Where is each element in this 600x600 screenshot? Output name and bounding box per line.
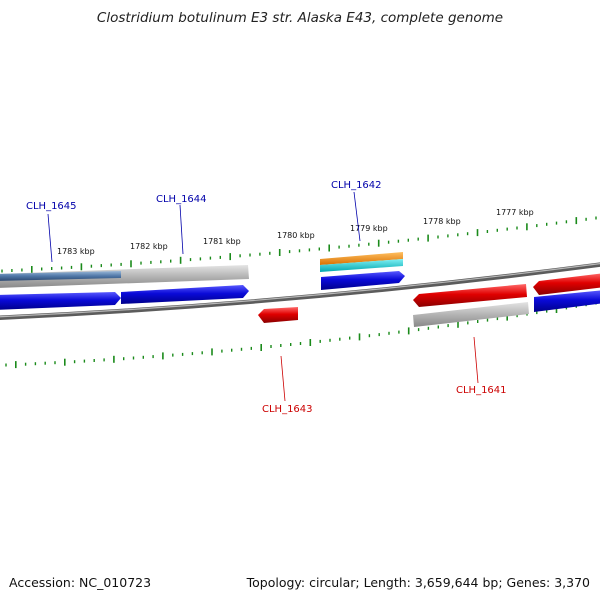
tick-label-1783: 1783 kbp (57, 247, 95, 256)
steel-feature-left (0, 271, 121, 281)
gene-label-clh1642[interactable]: CLH_1642 (331, 180, 382, 191)
gene-label-clh1644[interactable]: CLH_1644 (156, 194, 207, 205)
gene-arrow-forward-right (534, 290, 600, 312)
gene-label-clh1643[interactable]: CLH_1643 (262, 404, 313, 415)
rna-feature-cyan (320, 259, 403, 272)
genome-summary-text: Topology: circular; Length: 3,659,644 bp… (246, 575, 590, 590)
gene-label-clh1645[interactable]: CLH_1645 (26, 201, 77, 212)
tick-label-1777: 1777 kbp (496, 208, 534, 217)
gene-label-clh1641[interactable]: CLH_1641 (456, 385, 507, 396)
tick-label-1780: 1780 kbp (277, 231, 315, 240)
tick-label-1778: 1778 kbp (423, 217, 461, 226)
pseudo-gene-strip-right (413, 302, 529, 327)
genome-title: Clostridium botulinum E3 str. Alaska E43… (96, 10, 504, 26)
rna-feature-orange (320, 252, 403, 265)
genome-backbone (0, 262, 600, 321)
outer-tick-ring (1, 216, 597, 273)
tick-label-1782: 1782 kbp (130, 242, 168, 251)
tick-label-1779: 1779 kbp (350, 224, 388, 233)
gene-arrow-clh1641 (413, 284, 527, 307)
gene-arrow-clh1642 (321, 271, 405, 290)
genome-backbone-highlight (0, 263, 600, 318)
gene-arrow-clh1643 (258, 307, 298, 323)
callout-line-clh1644 (179, 204, 184, 255)
callout-line-clh1641 (473, 336, 479, 384)
tick-label-1781: 1781 kbp (203, 237, 241, 246)
accession-text: Accession: NC_010723 (9, 575, 152, 590)
callout-line-clh1643 (280, 355, 286, 402)
gene-arrow-clh1644 (121, 285, 249, 304)
gene-arrow-reverse-right (533, 273, 600, 295)
callout-line-clh1645 (47, 213, 53, 263)
gene-arrow-clh1645 (0, 292, 121, 310)
pseudo-gene-strip-left (0, 265, 249, 288)
callout-line-clh1642 (353, 191, 361, 242)
